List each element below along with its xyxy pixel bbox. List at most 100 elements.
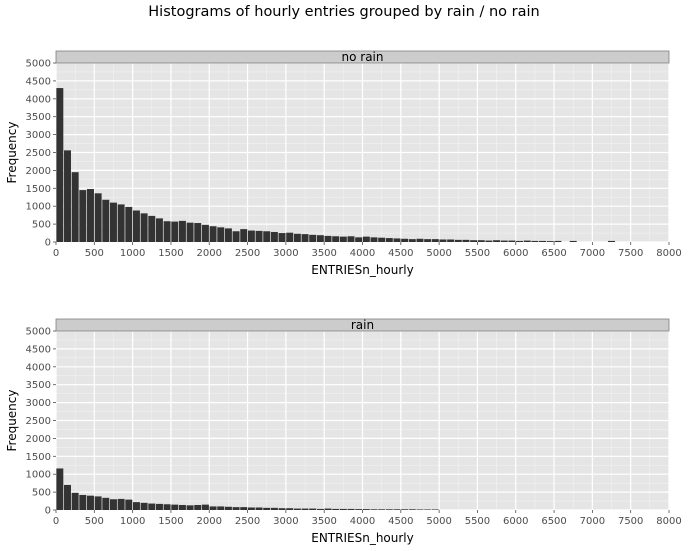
- y-tick-label: 4000: [26, 94, 51, 105]
- histogram-bar: [477, 240, 485, 242]
- histogram-bar: [416, 509, 424, 510]
- x-tick-label: 4500: [388, 516, 413, 527]
- x-tick-label: 7000: [580, 516, 605, 527]
- x-tick-label: 8000: [656, 248, 681, 259]
- histogram-bar: [293, 508, 301, 510]
- histogram-bar: [362, 509, 370, 510]
- histogram-bar: [155, 218, 163, 242]
- histogram-bar: [500, 240, 508, 242]
- histogram-bar: [87, 189, 94, 242]
- histogram-bar: [94, 496, 102, 510]
- histogram-bar: [270, 231, 278, 242]
- histogram-bar: [209, 506, 217, 510]
- histogram-bar: [201, 224, 209, 242]
- histogram-bar: [94, 193, 102, 242]
- x-tick-label: 4500: [388, 248, 413, 259]
- histogram-bar: [462, 239, 470, 242]
- y-tick-label: 4500: [26, 344, 51, 355]
- x-tick-label: 5000: [426, 516, 451, 527]
- histogram-bar: [240, 229, 248, 242]
- histogram-bar: [508, 240, 516, 242]
- y-axis-title: Frequency: [5, 122, 19, 184]
- histogram-bar: [64, 484, 71, 510]
- x-tick-label: 0: [53, 248, 59, 259]
- x-tick-label: 1000: [120, 248, 145, 259]
- x-tick-label: 4000: [350, 516, 375, 527]
- histogram-bar: [293, 233, 301, 242]
- histogram-bar: [186, 222, 194, 242]
- y-tick-label: 3500: [26, 112, 51, 123]
- x-tick-label: 1500: [158, 516, 183, 527]
- histogram-bar: [255, 507, 263, 510]
- histogram-bar: [109, 202, 117, 242]
- histogram-bar: [408, 509, 416, 510]
- histogram-bar: [393, 238, 401, 242]
- histogram-bar: [102, 199, 110, 242]
- histogram-bar: [163, 504, 171, 510]
- histogram-bar: [485, 240, 493, 242]
- x-tick-label: 2500: [235, 516, 260, 527]
- histogram-bar: [339, 236, 347, 242]
- histogram-bar: [439, 239, 447, 242]
- histogram-bar: [102, 497, 110, 510]
- histogram-bar: [163, 221, 171, 242]
- histogram-bar: [140, 213, 148, 242]
- x-tick-label: 6500: [541, 248, 566, 259]
- y-tick-label: 1000: [26, 202, 51, 213]
- histogram-bar: [263, 507, 271, 510]
- histogram-bar: [278, 508, 286, 510]
- histogram-bar: [109, 499, 117, 510]
- histogram-bar: [79, 494, 87, 510]
- histogram-bar: [232, 231, 240, 242]
- histogram-bar: [385, 238, 393, 242]
- histogram-bar: [240, 507, 248, 510]
- histogram-bar: [186, 505, 194, 510]
- x-tick-label: 5000: [426, 248, 451, 259]
- histogram-bar: [148, 215, 156, 242]
- histogram-bar: [378, 237, 386, 242]
- histogram-bar: [378, 509, 386, 510]
- histogram-bar: [255, 230, 263, 242]
- x-tick-label: 3500: [311, 516, 336, 527]
- y-axis-title: Frequency: [5, 390, 19, 452]
- histogram-bar: [370, 509, 378, 510]
- histogram-bar: [178, 220, 186, 242]
- facet-strip: [55, 318, 670, 332]
- x-tick-label: 6500: [541, 516, 566, 527]
- y-tick-label: 5000: [26, 327, 51, 338]
- histogram-bar: [178, 504, 186, 510]
- y-tick-label: 0: [45, 238, 51, 249]
- histogram-bar: [546, 241, 554, 242]
- chart-title: Histograms of hourly entries grouped by …: [148, 4, 540, 20]
- histogram-bar: [247, 507, 255, 510]
- histogram-bar: [247, 230, 255, 242]
- histogram-bar: [554, 240, 562, 242]
- histogram-bar: [71, 172, 79, 242]
- x-tick-label: 2000: [197, 516, 222, 527]
- histogram-bar: [263, 231, 271, 242]
- y-tick-label: 4500: [26, 76, 51, 87]
- y-tick-label: 3000: [26, 398, 51, 409]
- x-tick-label: 7500: [618, 248, 643, 259]
- facet-label: no rain: [342, 50, 384, 64]
- x-tick-label: 3000: [273, 248, 298, 259]
- x-axis-title: ENTRIESn_hourly: [311, 263, 414, 277]
- histogram-bar: [447, 239, 455, 242]
- histogram-bar: [270, 507, 278, 510]
- y-tick-label: 500: [32, 220, 51, 231]
- y-tick-label: 1500: [26, 184, 51, 195]
- histogram-bar: [385, 509, 393, 510]
- histogram-bar: [470, 240, 478, 242]
- x-tick-label: 3500: [311, 248, 336, 259]
- histogram-bar: [401, 509, 409, 510]
- histogram-bar: [408, 239, 416, 242]
- x-tick-label: 5500: [465, 248, 490, 259]
- histogram-bar: [232, 507, 240, 510]
- y-tick-label: 4000: [26, 362, 51, 373]
- histogram-bar: [171, 221, 179, 242]
- x-tick-label: 7500: [618, 516, 643, 527]
- histogram-bar: [278, 233, 286, 242]
- histogram-bar: [355, 509, 363, 510]
- histogram-bar: [201, 504, 209, 510]
